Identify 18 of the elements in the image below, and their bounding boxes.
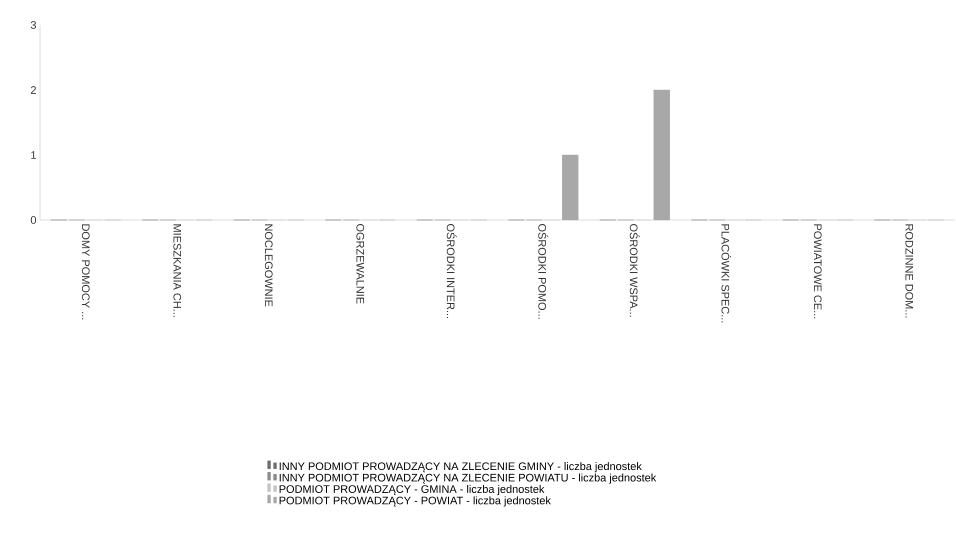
legend-label: PODMIOT PROWADZĄCY - GMINA - liczba jednostek [280,484,544,496]
x-tick-label: MIESZKANIA CH... [173,224,182,317]
x-tick-label: RODZINNE DOM... [905,224,914,318]
x-tick-label: DOMY POMOCY ... [82,224,90,320]
y-tick-label: 3 [30,21,36,29]
y-tick-label: 0 [30,216,36,224]
x-tick-label: NOCLEGOWNIE [264,224,273,306]
y-tick-label: 2 [30,86,36,94]
x-tick-label: OŚRODKI INTER... [446,224,457,318]
x-tick-label: OŚRODKI POMO... [538,224,548,319]
x-tick-label: POWIATOWE CE... [814,224,822,318]
x-tick-label: OŚRODKI WSPA... [630,224,640,317]
y-tick-label: 1 [31,151,36,159]
legend-label: PODMIOT PROWADZĄCY - POWIAT - liczba jednostek [280,496,551,507]
legend-label: INNY PODMIOT PROWADZĄCY NA ZLECENIE GMINY - liczba jednostek [280,462,642,472]
legend-label: INNY PODMIOT PROWADZĄCY NA ZLECENIE POWIATU - liczba jednostek [280,473,656,484]
x-tick-label: OGRZEWALNIE [356,224,364,304]
x-tick-label: PLACÓWKI SPEC... [721,224,732,322]
